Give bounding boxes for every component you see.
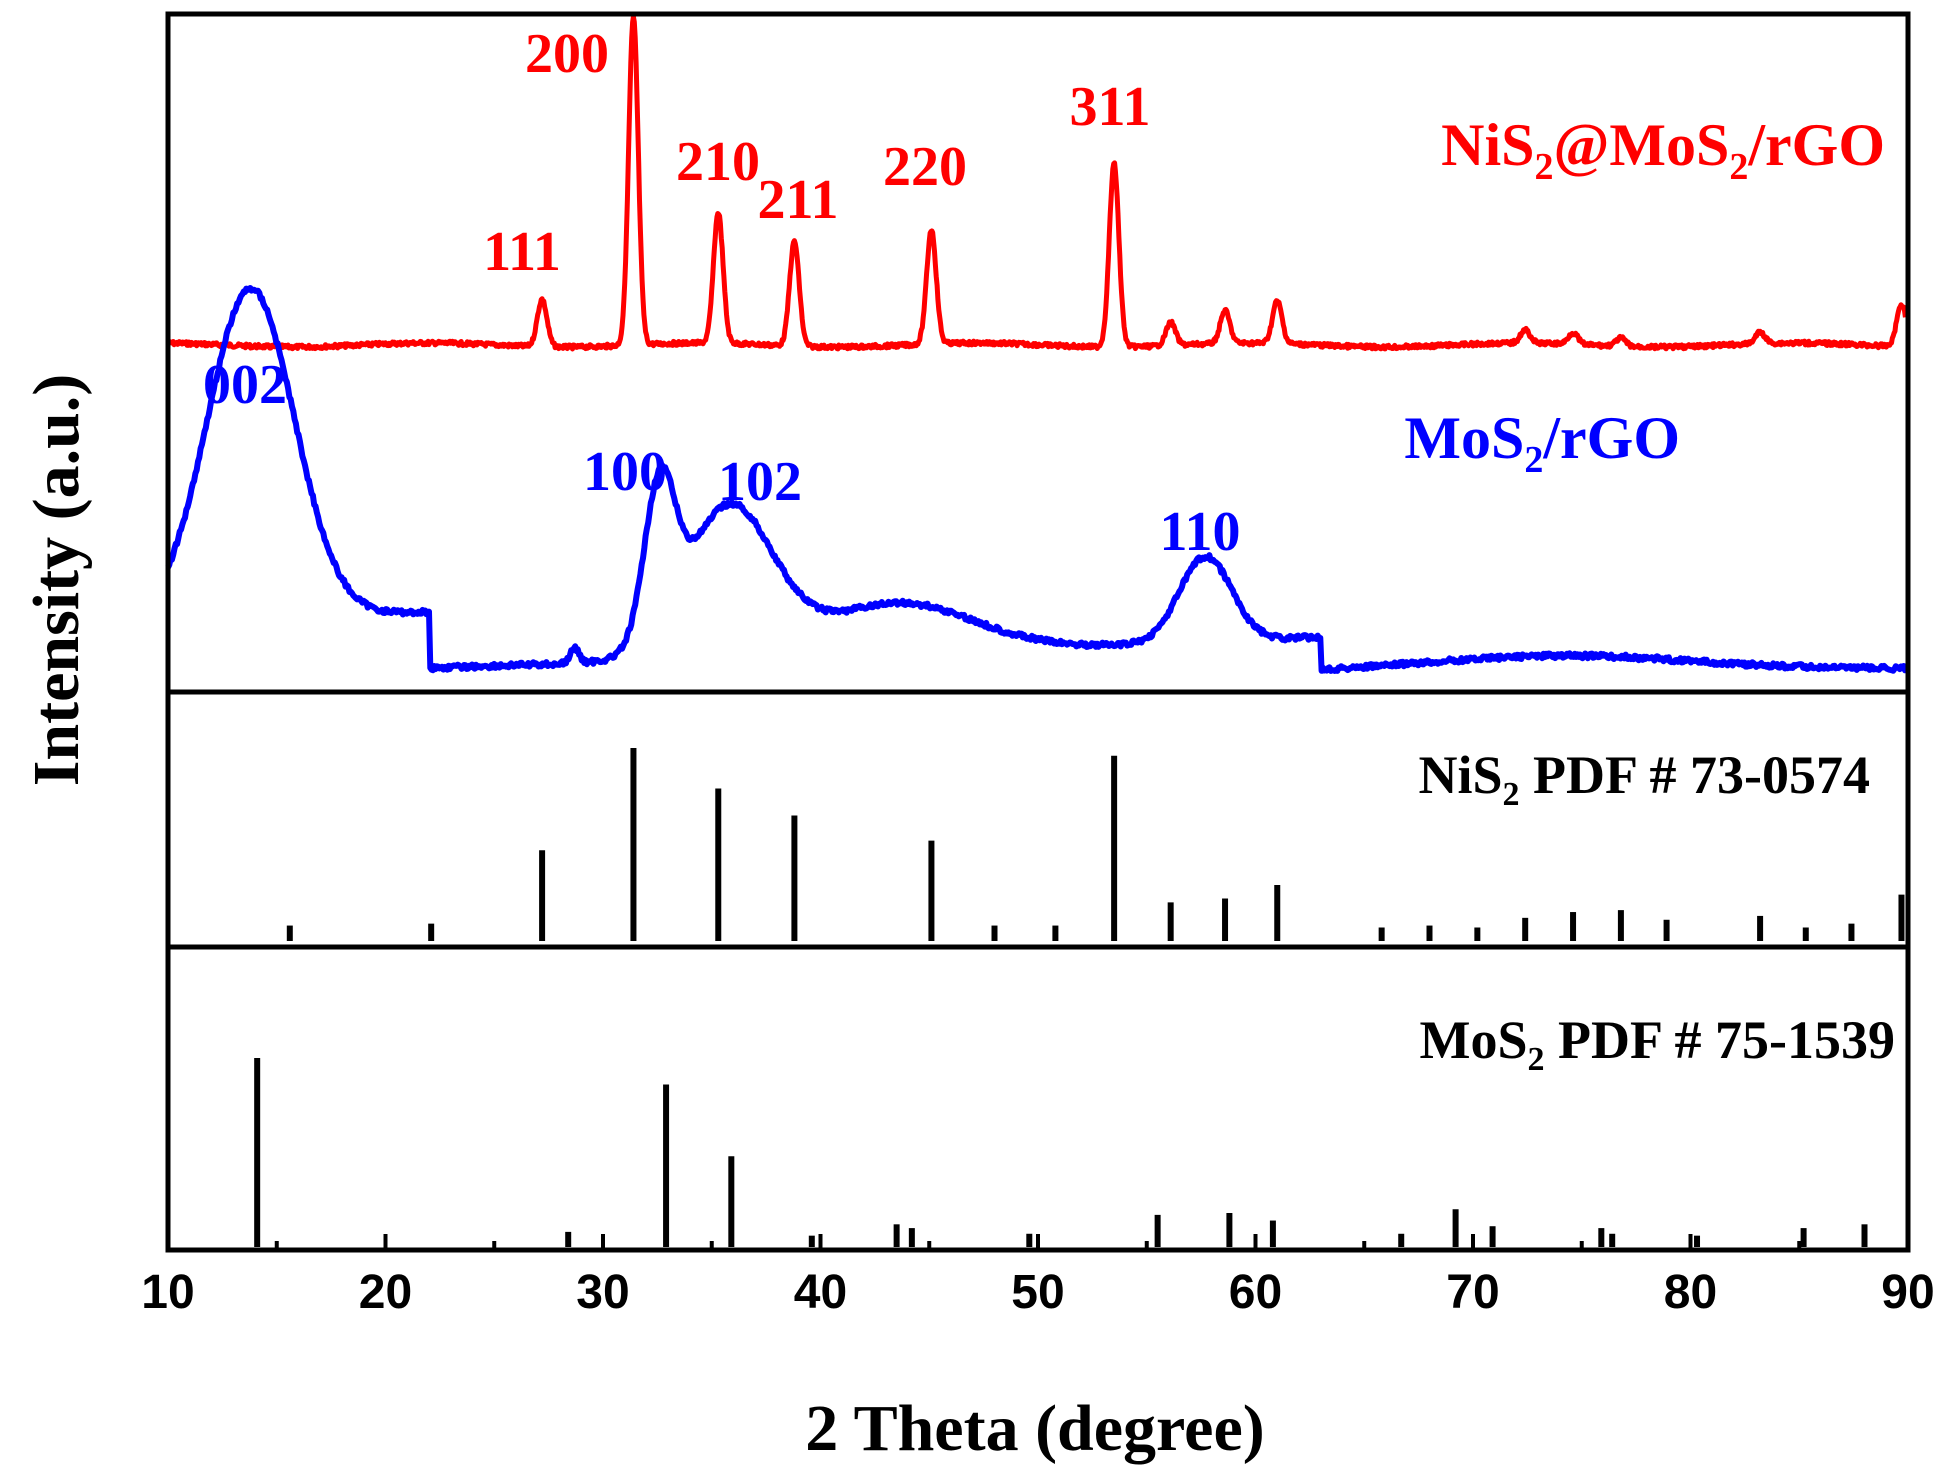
y-axis-title: Intensity (a.u.) <box>20 374 93 787</box>
peak-label: 220 <box>883 136 967 198</box>
peak-label: 110 <box>1160 501 1241 563</box>
series-label-mos2-pdf: MoS2 PDF # 75-1539 <box>1420 1010 1895 1078</box>
x-tick-label: 40 <box>794 1266 847 1319</box>
x-tick-label: 30 <box>576 1266 629 1319</box>
series-label-mos2-rgo: MoS2/rGO <box>1404 405 1680 481</box>
chart-traces <box>165 14 1911 674</box>
trace-mos2-rgo <box>165 285 1911 674</box>
x-tick-label: 60 <box>1229 1266 1282 1319</box>
peak-label: 311 <box>1070 76 1151 138</box>
series-label-nis2-mos2-rgo: NiS2@MoS2/rGO <box>1441 112 1885 188</box>
x-tick-label: 50 <box>1011 1266 1064 1319</box>
x-axis-title: 2 Theta (degree) <box>805 1392 1264 1465</box>
peak-label: 111 <box>483 221 561 283</box>
peak-label: 210 <box>676 131 760 193</box>
x-tick-label: 90 <box>1881 1266 1934 1319</box>
x-tick-label: 10 <box>141 1266 194 1319</box>
x-tick-label: 70 <box>1446 1266 1499 1319</box>
peak-label: 102 <box>718 451 802 513</box>
peak-label: 211 <box>758 169 839 231</box>
x-axis-ticks: 10 20 30 40 50 60 70 80 90 <box>141 1234 1935 1319</box>
trace-nis2-mos2-rgo <box>166 14 1908 352</box>
reference-sticks <box>254 748 1905 1247</box>
series-label-nis2-pdf: NiS2 PDF # 73-0574 <box>1419 745 1871 813</box>
x-tick-label: 20 <box>359 1266 412 1319</box>
peak-label: 002 <box>203 354 287 416</box>
x-tick-label: 80 <box>1664 1266 1717 1319</box>
peak-label: 100 <box>583 441 667 503</box>
peak-label: 200 <box>525 23 609 85</box>
